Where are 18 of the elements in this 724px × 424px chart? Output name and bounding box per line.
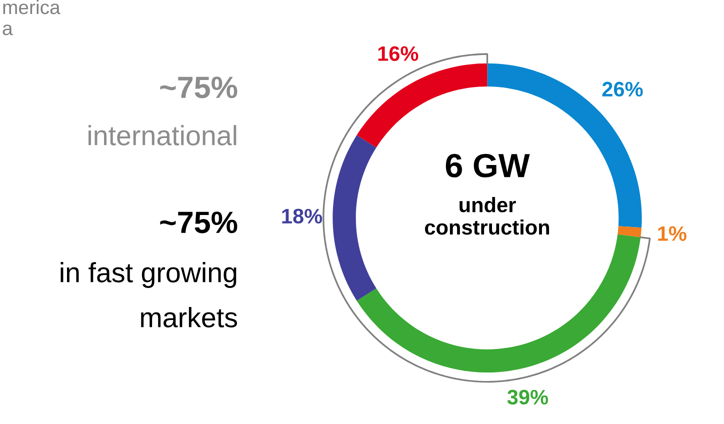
text: markets <box>141 307 238 328</box>
data-label: 1% <box>658 226 686 241</box>
text: 6 GW <box>446 154 530 178</box>
donut-slice <box>356 234 641 372</box>
data-label: 39% <box>507 390 548 405</box>
text: ~75% <box>160 76 238 98</box>
text: a <box>2 24 13 36</box>
data-label: 26% <box>602 82 643 97</box>
text: international <box>88 125 236 146</box>
text: ~75% <box>160 212 238 234</box>
donut-slice <box>332 135 376 301</box>
text: merica <box>3 0 60 14</box>
data-label: 18% <box>282 208 322 224</box>
data-label: 16% <box>378 46 418 61</box>
donut-slice <box>356 63 488 148</box>
text: in fast growing <box>60 262 236 288</box>
donut-slice <box>618 226 642 238</box>
text: under construction <box>424 197 550 235</box>
